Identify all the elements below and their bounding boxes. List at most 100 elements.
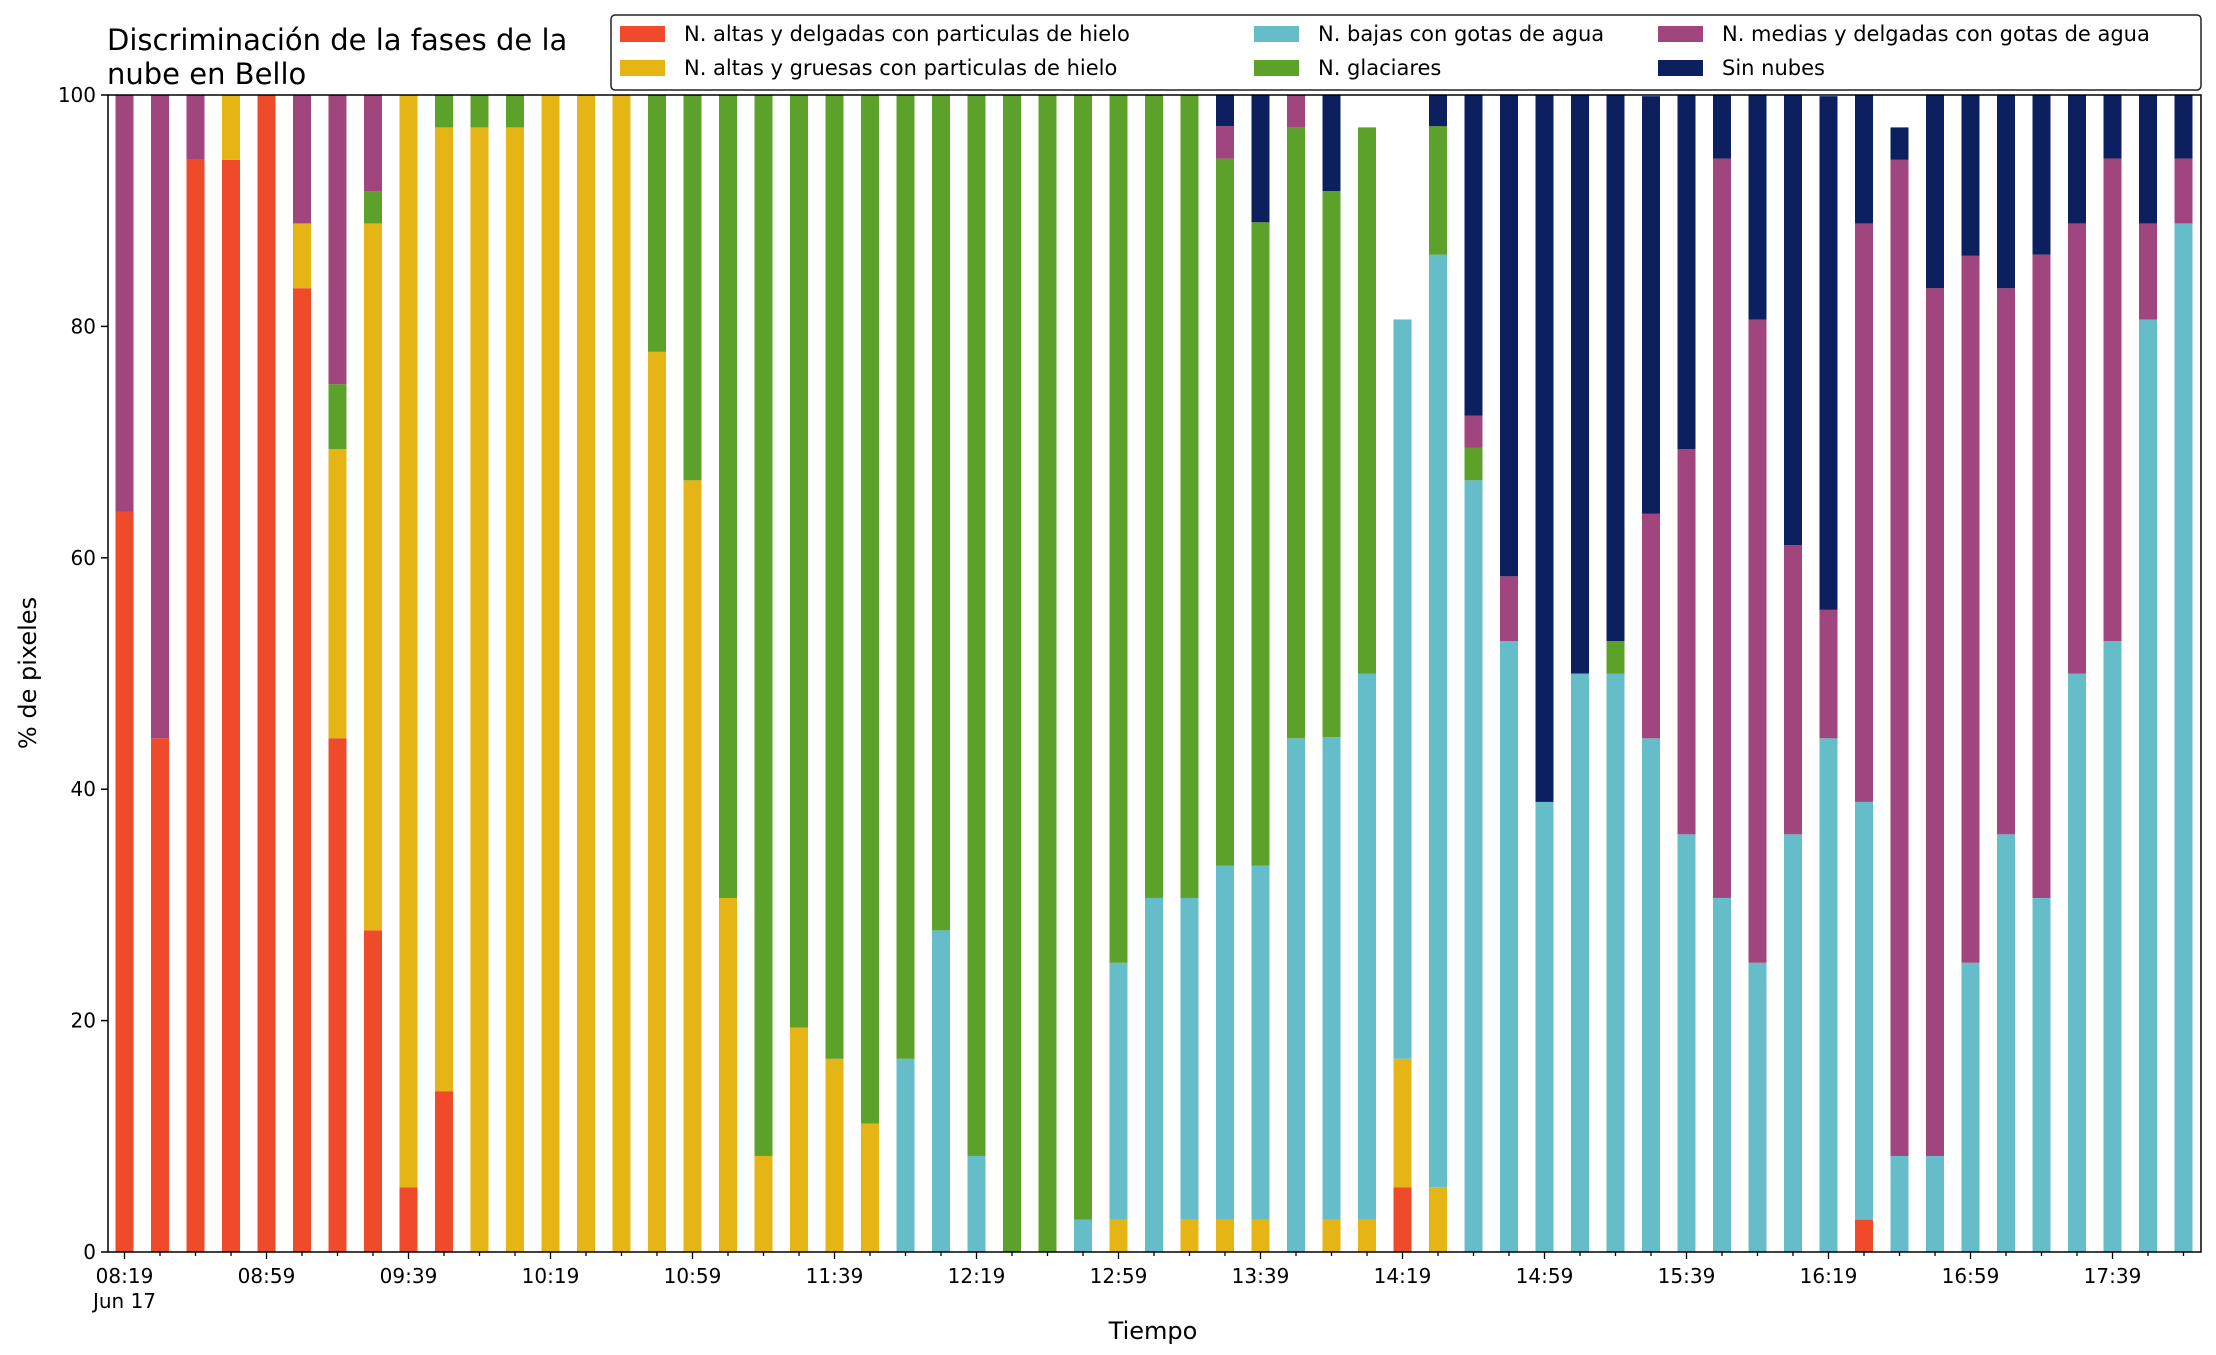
bar-segment-s2-29 [1145, 897, 1163, 1252]
bar-segment-s5-45 [1713, 95, 1731, 159]
bar-segment-s5-32 [1251, 95, 1270, 223]
legend-label: N. altas y gruesas con particulas de hie… [684, 56, 1117, 80]
chart-title-line-1: Discriminación de la fases de la [107, 23, 567, 57]
bar-segment-s1-3 [222, 95, 240, 160]
bar-segment-s5-58 [2174, 95, 2193, 159]
bar-segment-s2-54 [2032, 897, 2051, 1252]
bar-segment-s0-0 [115, 511, 134, 1252]
bar-segment-s1-17 [719, 897, 737, 1252]
bar-segment-s0-3 [222, 159, 240, 1252]
bar-segment-s4-49 [1855, 223, 1873, 802]
bar-segment-s5-39 [1500, 95, 1518, 577]
bar-segment-s2-45 [1713, 897, 1731, 1252]
bar-segment-s2-42 [1606, 673, 1625, 1252]
bar-segment-s4-55 [2068, 223, 2086, 674]
x-tick-label: 08:19 [96, 1264, 154, 1288]
bar-segment-s4-52 [1961, 255, 1980, 963]
bar-segment-s3-23 [932, 95, 950, 931]
bar-segment-s3-28 [1109, 95, 1128, 963]
bar-segment-s3-26 [1038, 95, 1057, 1252]
x-tick-label: 12:19 [948, 1264, 1006, 1288]
bar-segment-s5-49 [1855, 95, 1873, 224]
bar-segment-s4-39 [1500, 576, 1518, 642]
y-tick-label: 100 [58, 83, 96, 107]
legend-swatch [620, 26, 665, 42]
x-tick-label: 10:19 [522, 1264, 580, 1288]
bar-segment-s2-50 [1890, 1155, 1909, 1252]
legend-swatch [1658, 60, 1703, 76]
bar-segment-s1-16 [683, 480, 702, 1252]
bar-segment-s5-46 [1748, 95, 1767, 320]
bar-segment-s5-52 [1961, 95, 1980, 256]
bar-segment-s4-7 [364, 95, 382, 192]
bar-segment-s2-40 [1535, 801, 1554, 1252]
legend: N. altas y delgadas con particulas de hi… [610, 14, 2202, 91]
bar-segment-s0-49 [1855, 1219, 1873, 1252]
bar-segment-s2-24 [967, 1155, 986, 1252]
bar-segment-s1-7 [364, 223, 382, 931]
bar-segment-s4-57 [2139, 223, 2157, 320]
bar-segment-s3-32 [1251, 222, 1270, 866]
bar-segment-s5-31 [1216, 95, 1234, 127]
bar-segment-s4-48 [1819, 609, 1838, 739]
bar-segment-s2-48 [1819, 738, 1838, 1252]
bar-segment-s1-20 [825, 1058, 844, 1252]
bar-segment-s3-21 [861, 95, 879, 1124]
bar-segment-s1-28 [1109, 1219, 1128, 1252]
bar-segment-s0-8 [399, 1187, 418, 1252]
bar-segment-s2-23 [932, 930, 950, 1252]
bar-segment-s3-11 [506, 95, 524, 128]
legend-label: N. bajas con gotas de agua [1318, 22, 1604, 46]
legend-label: N. altas y delgadas con particulas de hi… [684, 22, 1130, 46]
bar-segment-s1-5 [293, 223, 311, 289]
bar-segment-s1-31 [1216, 1219, 1234, 1252]
bar-segment-s4-0 [115, 95, 134, 512]
bar-segment-s2-43 [1642, 738, 1660, 1252]
bar-segment-s5-43 [1642, 96, 1660, 514]
bar-segment-s2-38 [1464, 480, 1483, 1252]
bar-segment-s1-10 [470, 127, 489, 1252]
bar-segment-s2-52 [1961, 962, 1980, 1252]
bar-segment-s3-37 [1429, 126, 1447, 255]
x-tick-label: 10:59 [664, 1264, 722, 1288]
bar-segment-s3-20 [825, 95, 844, 1059]
bar-segment-s3-6 [328, 384, 347, 450]
bar-segment-s3-42 [1606, 641, 1625, 674]
bar-segment-s3-18 [754, 95, 773, 1156]
legend-label: Sin nubes [1722, 56, 1825, 80]
bar-segment-s4-45 [1713, 158, 1731, 898]
y-tick-label: 40 [71, 777, 96, 801]
bar-segment-s2-36 [1393, 319, 1412, 1059]
bar-segment-s2-41 [1571, 673, 1589, 1252]
bar-segment-s5-34 [1322, 95, 1341, 192]
bar-segment-s2-27 [1074, 1219, 1092, 1252]
bar-segment-s5-37 [1429, 95, 1447, 127]
bar-segment-s2-44 [1677, 834, 1696, 1252]
bar-segment-s1-9 [435, 127, 453, 1092]
bar-segment-s2-22 [896, 1058, 915, 1252]
bar-segment-s2-35 [1358, 673, 1376, 1220]
bar-segment-s3-34 [1322, 191, 1341, 738]
x-tick-label: 11:39 [806, 1264, 864, 1288]
bar-segment-s5-56 [2103, 95, 2122, 159]
x-tick-label: 17:39 [2084, 1264, 2142, 1288]
bar-segment-s4-58 [2174, 158, 2193, 224]
bar-segment-s1-21 [861, 1123, 879, 1252]
x-tick-label: 08:59 [238, 1264, 296, 1288]
bar-segment-s3-25 [1003, 95, 1021, 1252]
bar-segment-s1-8 [399, 95, 418, 1188]
bar-segment-s5-50 [1890, 127, 1909, 160]
bar-segment-s0-6 [328, 738, 347, 1252]
bar-segment-s4-5 [293, 95, 311, 224]
bar-segment-s1-30 [1180, 1219, 1199, 1252]
y-axis: 0 20 40 60 80 100 [58, 83, 108, 1264]
chart-title-line-2: nube en Bello [107, 57, 306, 91]
bar-segment-s1-19 [790, 1027, 808, 1252]
bar-segment-s1-35 [1358, 1219, 1376, 1252]
bar-segment-s2-47 [1784, 834, 1802, 1252]
bar-segment-s5-38 [1464, 95, 1483, 416]
bar-segment-s1-11 [506, 127, 524, 1252]
bar-segment-s5-44 [1677, 95, 1696, 450]
x-tick-label: 12:59 [1090, 1264, 1148, 1288]
